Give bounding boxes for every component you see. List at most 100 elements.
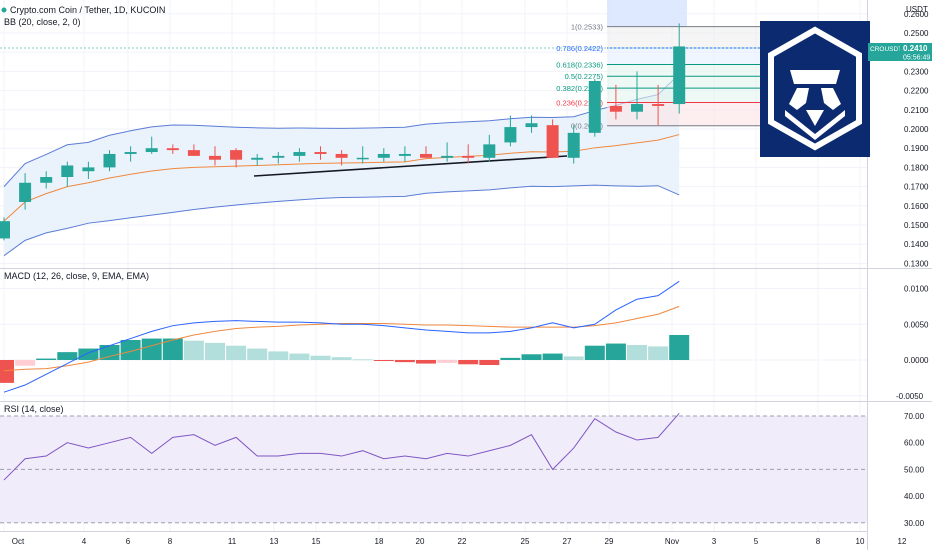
price-tick-label: 0.2200 [904, 87, 929, 96]
price-tick-label: 0.1800 [904, 163, 929, 172]
macd-histogram-bar [500, 357, 521, 360]
price-tick-label: 0.1400 [904, 240, 929, 249]
macd-histogram-bar [205, 342, 225, 360]
time-tick-label: 22 [458, 537, 467, 546]
candle-body [272, 155, 285, 158]
candle-body [251, 157, 264, 160]
macd-histogram-bar [183, 340, 204, 360]
macd-histogram-bar [584, 345, 605, 360]
rsi-axis[interactable]: 70.00 60.00 50.00 40.00 30.00 [904, 412, 925, 528]
macd-axis[interactable]: 0.0100 0.0050 0.0000 -0.0050 [896, 285, 929, 401]
candle-body [673, 46, 686, 105]
time-tick-label: 3 [712, 537, 717, 546]
rsi-tick-label: 40.00 [904, 492, 925, 501]
time-tick-label: 29 [605, 537, 614, 546]
candle-body [40, 177, 53, 183]
time-axis[interactable]: Oct 4 6 8 11 13 15 18 20 22 25 27 29 Nov 3 5 8 10 12 [12, 537, 907, 546]
candle-body [377, 153, 390, 158]
macd-tick-label: 0.0000 [904, 356, 929, 365]
time-tick-label: 12 [898, 537, 907, 546]
macd-tick-label: 0.0050 [904, 320, 929, 329]
fib-level-label: 0.5(0.2275) [565, 72, 604, 81]
macd-signal-line [3, 305, 680, 372]
macd-histogram-bar [627, 344, 647, 360]
fibonacci-retracement[interactable]: 1(0.2533) 0.786(0.2422) 0.618(0.2336) 0.5(0… [0, 0, 867, 131]
time-tick-label: 4 [82, 537, 87, 546]
rsi-indicator-label[interactable]: RSI (14, close) [4, 404, 64, 414]
macd-line [3, 280, 680, 393]
candle-body [631, 104, 643, 112]
macd-histogram-bar [15, 360, 36, 366]
fib-level-label: 0.618(0.2336) [556, 60, 603, 69]
candle-body [0, 221, 10, 239]
candle-body [230, 150, 243, 160]
macd-histogram-bar [563, 356, 584, 360]
fib-level-label: 0.786(0.2422) [556, 44, 603, 53]
rsi-tick-label: 70.00 [904, 412, 925, 421]
fib-level-label: 0.236(0.2138) [556, 99, 603, 108]
candle-body [398, 153, 411, 156]
candle-body [166, 148, 179, 151]
macd-histogram-bar [36, 358, 57, 360]
current-symbol: CROUSDT [870, 46, 902, 53]
symbol-title[interactable]: Crypto.com Coin / Tether, 1D, KUCOIN [10, 5, 165, 15]
trendline[interactable] [253, 155, 568, 177]
current-price-tag[interactable]: CROUSDT 0.2410 05:56:49 [868, 43, 932, 62]
time-tick-label: 27 [563, 537, 572, 546]
bb-indicator-label[interactable]: BB (20, close, 2, 0) [4, 17, 81, 27]
macd-histogram-bar [669, 334, 690, 360]
macd-histogram-bar [310, 355, 331, 360]
time-tick-label: 10 [856, 537, 865, 546]
crypto-com-logo-icon [760, 21, 870, 157]
macd-histogram-bar [78, 348, 99, 360]
bar-countdown: 05:56:49 [903, 55, 930, 62]
time-tick-label: 8 [816, 537, 821, 546]
candle-body [145, 148, 158, 153]
macd-histogram-bar [373, 360, 394, 361]
candle-body [61, 165, 74, 177]
macd-histogram-bar [247, 348, 268, 360]
time-tick-label: 15 [312, 537, 321, 546]
candle-body [567, 132, 580, 158]
macd-indicator-label[interactable]: MACD (12, 26, close, 9, EMA, EMA) [4, 271, 149, 281]
price-tick-label: 0.1900 [904, 144, 929, 153]
price-tick-label: 0.2100 [904, 106, 929, 115]
candle-body [483, 144, 496, 158]
fib-zone [607, 64, 867, 77]
macd-pane [0, 280, 690, 393]
macd-tick-label: -0.0050 [896, 392, 924, 401]
macd-histogram-bar [542, 353, 563, 360]
price-tick-label: 0.2500 [904, 29, 929, 38]
rsi-tick-label: 50.00 [904, 465, 925, 474]
candle-body [187, 150, 200, 156]
macd-histogram-bar [648, 346, 669, 360]
price-tick-label: 0.1500 [904, 221, 929, 230]
fib-top-zone [607, 0, 687, 27]
time-tick-label: 18 [375, 537, 384, 546]
candle-body [441, 155, 454, 158]
time-tick-label: 20 [416, 537, 425, 546]
macd-histogram-bar [479, 360, 500, 366]
time-tick-label: 5 [754, 537, 759, 546]
time-tick-label: 25 [521, 537, 530, 546]
price-tick-label: 0.2600 [904, 10, 929, 19]
macd-tick-label: 0.0100 [904, 285, 929, 294]
price-tick-label: 0.1600 [904, 202, 929, 211]
price-tick-label: 0.2000 [904, 125, 929, 134]
fib-level-label: 0.382(0.2213) [556, 84, 603, 93]
macd-histogram-bar [120, 339, 141, 360]
macd-histogram-bar [394, 360, 415, 363]
candle-body [124, 152, 137, 154]
candle-body [209, 155, 221, 160]
candle-body [546, 125, 559, 158]
fib-zone [607, 76, 867, 89]
rsi-line [3, 413, 680, 481]
macd-histogram-bar [331, 357, 352, 360]
macd-histogram-bar [458, 360, 479, 365]
chart-header: Crypto.com Coin / Tether, 1D, KUCOIN BB … [1, 5, 165, 414]
current-price: 0.2410 [903, 44, 928, 53]
price-tick-label: 0.1700 [904, 183, 929, 192]
time-tick-label: 6 [126, 537, 131, 546]
candle-body [588, 81, 601, 133]
